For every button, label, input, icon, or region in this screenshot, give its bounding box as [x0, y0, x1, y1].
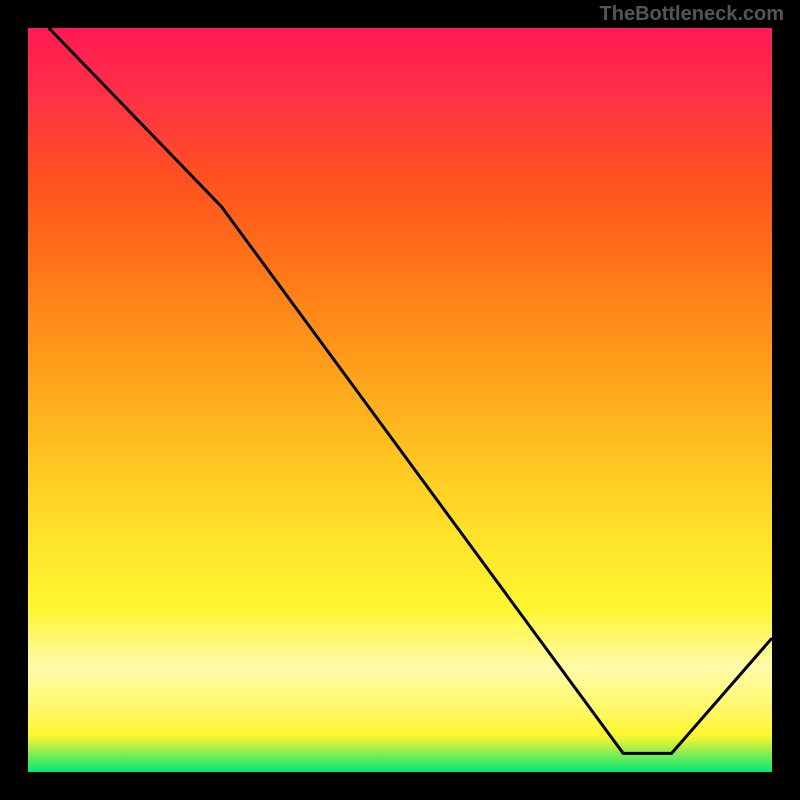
- chart-svg: [28, 28, 772, 772]
- chart-plot-area: [28, 28, 772, 772]
- watermark-text: TheBottleneck.com: [600, 3, 784, 26]
- chart-frame: [28, 28, 772, 772]
